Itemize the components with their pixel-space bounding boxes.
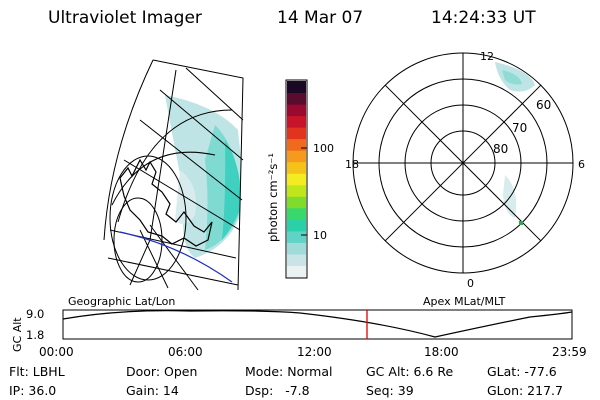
header-time: 14:24:33 UT (431, 8, 536, 28)
altitude-xtick-1800: 18:00 (424, 345, 459, 359)
colorbar: 100 10 photon cm⁻²s⁻¹ (266, 79, 334, 279)
polar-aurora-image (495, 62, 535, 218)
altitude-ytick-high: 9.0 (26, 307, 44, 321)
colorbar-band (287, 219, 306, 232)
altitude-ytick-low: 1.8 (26, 328, 44, 342)
colorbar-label-100: 100 (313, 142, 334, 155)
altitude-xtick-0000: 00:00 (39, 345, 74, 359)
colorbar-band (287, 184, 306, 197)
info-dsp: Dsp: -7.8 (245, 383, 310, 398)
colorbar-band (287, 196, 306, 209)
colorbar-band (287, 115, 306, 128)
colorbar-unit-label: photon cm⁻²s⁻¹ (266, 153, 280, 242)
mlat-label-70: 70 (512, 121, 527, 135)
colorbar-band (287, 161, 306, 174)
colorbar-band (287, 150, 306, 163)
mlat-label-80: 80 (493, 142, 508, 156)
info-gc-alt: GC Alt: 6.6 Re (366, 364, 454, 379)
terminator-line (119, 231, 233, 283)
colorbar-label-10: 10 (313, 229, 327, 242)
mlat-label-60: 60 (536, 98, 551, 112)
polar-map-label: Apex MLat/MLT (423, 295, 506, 308)
colorbar-band (287, 81, 306, 94)
colorbar-band (287, 173, 306, 186)
colorbar-band (287, 207, 306, 220)
geo-map-label: Geographic Lat/Lon (68, 295, 175, 308)
altitude-curve (62, 310, 573, 338)
info-glat: GLat: -77.6 (487, 364, 557, 379)
altitude-ylabel: GC Alt (11, 317, 24, 352)
altitude-xtick-1200: 12:00 (297, 345, 332, 359)
colorbar-band (287, 127, 306, 140)
info-seq: Seq: 39 (366, 383, 414, 398)
instrument-title: Ultraviolet Imager (48, 8, 202, 28)
geo-aurora-image (110, 95, 243, 258)
polar-point-marker (519, 221, 523, 225)
info-door: Door: Open (126, 364, 198, 379)
altitude-xtick-2359: 23:59 (552, 345, 587, 359)
colorbar-band (287, 230, 306, 243)
info-glon: GLon: 217.7 (487, 383, 563, 398)
mlt-label-0: 0 (467, 277, 474, 290)
mlt-label-6: 6 (578, 158, 585, 171)
mlt-label-12: 12 (480, 50, 494, 63)
colorbar-band (287, 138, 306, 151)
polar-grid (352, 52, 574, 274)
colorbar-band (287, 265, 306, 278)
colorbar-frame (285, 79, 308, 279)
header-date: 14 Mar 07 (277, 8, 364, 28)
altitude-xtick-0600: 06:00 (168, 345, 203, 359)
info-mode: Mode: Normal (245, 364, 333, 379)
geo-map (103, 59, 244, 291)
polar-map: 12 18 6 0 60 70 80 (345, 50, 585, 290)
info-gain: Gain: 14 (126, 383, 179, 398)
colorbar-band (287, 92, 306, 105)
mlt-label-18: 18 (345, 158, 359, 171)
colorbar-band (287, 253, 306, 266)
colorbar-band (287, 242, 306, 255)
info-flt: Flt: LBHL (9, 364, 65, 379)
info-ip: IP: 36.0 (9, 383, 57, 398)
colorbar-band (287, 104, 306, 117)
altitude-plot: GC Alt 9.0 1.8 00:00 06:00 12:00 18:00 2… (11, 307, 587, 359)
altitude-plot-frame (62, 309, 573, 340)
coastline (119, 158, 213, 247)
